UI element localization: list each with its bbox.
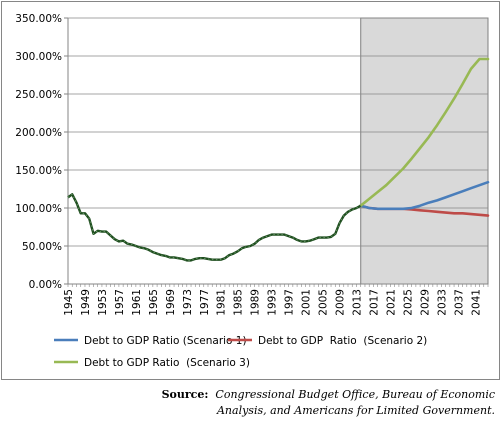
x-tick-label: 2009	[335, 289, 347, 316]
x-tick-label: 1957	[114, 289, 126, 316]
y-tick-label: 300.00%	[15, 51, 62, 63]
x-tick-label: 1993	[267, 289, 279, 316]
debt-to-gdp-chart: 0.00% 50.00% 100.00% 150.00% 200.00% 250.00% 3…	[15, 13, 490, 369]
x-tick-label: 2025	[402, 289, 414, 316]
legend-label-scenario-3: Debt to GDP Ratio (Scenario 3)	[84, 357, 250, 369]
y-tick-label: 200.00%	[15, 127, 62, 139]
x-tick-label: 1953	[97, 289, 109, 316]
historical-line-texture	[67, 193, 361, 261]
x-tick-label: 1977	[199, 289, 211, 316]
x-tick-label: 2029	[419, 289, 431, 316]
y-tick-label: 50.00%	[22, 241, 62, 253]
y-tick-label: 100.00%	[15, 203, 62, 215]
x-tick-label: 1965	[148, 289, 160, 316]
x-tick-label: 1961	[131, 289, 143, 316]
x-tick-label: 1981	[216, 289, 228, 316]
x-tick-label: 2041	[470, 289, 482, 316]
x-tick-label: 1997	[284, 289, 296, 316]
y-tick-label: 350.00%	[15, 13, 62, 25]
x-tick-label: 2033	[436, 289, 448, 316]
x-tick-label: 1945	[63, 289, 75, 316]
series-line-scenario-1	[359, 180, 490, 211]
series-line-scenario-3	[359, 57, 490, 207]
projection-shading	[360, 17, 489, 285]
source-text-1: Congressional Budget Office, Bureau of E…	[215, 388, 495, 401]
chart-frame: 0.00% 50.00% 100.00% 150.00% 200.00% 250.00% 3…	[1, 1, 500, 380]
y-tick-label: 150.00%	[15, 165, 62, 177]
legend-label-scenario-1: Debt to GDP Ratio (Scenario 1)	[84, 335, 247, 347]
y-tick-label: 0.00%	[29, 279, 62, 291]
x-tick-label: 2013	[351, 289, 363, 316]
source-line-1: Source: Congressional Budget Office, Bur…	[162, 388, 495, 401]
x-tick-label: 2001	[301, 289, 313, 316]
x-tick-label: 1973	[182, 289, 194, 316]
source-label: Source:	[161, 388, 209, 401]
x-tick-label: 2037	[453, 289, 465, 316]
y-tick-label: 250.00%	[15, 89, 62, 101]
legend-label-scenario-2: Debt to GDP Ratio (Scenario 2)	[258, 335, 427, 347]
x-tick-label: 1989	[250, 289, 262, 316]
x-tick-label: 1949	[80, 289, 92, 316]
source-line-2: Analysis, and Americans for Limited Gove…	[217, 404, 495, 417]
x-tick-label: 2021	[385, 289, 397, 316]
x-tick-label: 1985	[233, 289, 245, 316]
historical-line	[67, 193, 362, 262]
x-tick-label: 1969	[165, 289, 177, 316]
source-text-2: Analysis, and Americans for Limited Gove…	[216, 404, 495, 417]
x-tick-label: 2017	[368, 289, 380, 316]
x-tick-label: 2005	[318, 289, 330, 316]
